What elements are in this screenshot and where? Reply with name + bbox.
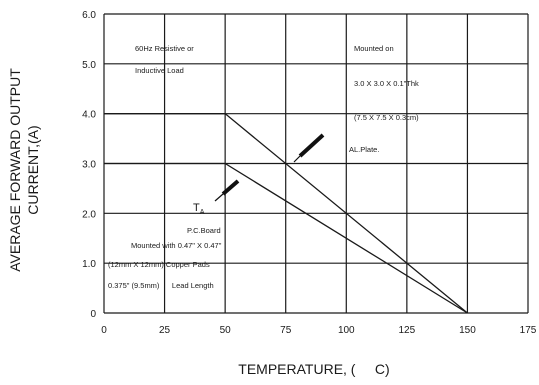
callout-arrows — [214, 133, 325, 202]
al-plate-arrow — [298, 133, 325, 158]
y-axis-label-line1: AVERAGE FORWARD OUTPUT — [7, 68, 23, 272]
mount-note-line4: AL.Plate. — [349, 145, 379, 154]
x-tick-label: 50 — [220, 325, 232, 336]
load-note-line2: Inductive Load — [135, 66, 184, 75]
y-tick-label: 4.0 — [82, 110, 96, 121]
ta-label: TA — [193, 202, 205, 216]
pcb-note-line1: P.C.Board — [187, 226, 221, 235]
pc-board-arrow — [221, 179, 240, 196]
y-tick-label: 6.0 — [82, 10, 96, 21]
x-tick-label: 125 — [399, 325, 416, 336]
mount-note-line3: (7.5 X 7.5 X 0.3cm) — [354, 113, 419, 122]
ta-label-main: T — [193, 202, 200, 214]
y-tick-label: 0 — [90, 309, 96, 320]
y-tick-label: 1.0 — [82, 259, 96, 270]
derating-curves — [104, 113, 468, 314]
pcb-note-line2: Mounted with 0.47" X 0.47" — [131, 241, 222, 250]
x-tick-label: 25 — [159, 325, 171, 336]
mount-note-line1: Mounted on — [354, 44, 394, 53]
ta-label-sub: A — [200, 209, 205, 216]
x-tick-label: 150 — [459, 325, 476, 336]
mount-note-line2: 3.0 X 3.0 X 0.1"Thk — [354, 79, 419, 88]
load-note-line1: 60Hz Resistive or — [135, 44, 194, 53]
curve-al-plate — [104, 113, 468, 314]
y-tick-labels: 0 1.0 2.0 3.0 4.0 5.0 6.0 — [82, 10, 96, 320]
x-tick-label: 0 — [101, 325, 107, 336]
x-tick-label: 175 — [520, 325, 537, 336]
pcb-note-line4: 0.375" (9.5mm) Lead Length — [108, 281, 214, 290]
x-tick-label: 75 — [280, 325, 292, 336]
curve-pc-board — [104, 162, 468, 314]
y-tick-label: 3.0 — [82, 160, 96, 171]
x-axis-label: TEMPERATURE, ( C) — [238, 361, 389, 377]
pcb-note-line3: (12mm X 12mm) Copper Pads — [108, 260, 210, 269]
y-tick-label: 2.0 — [82, 209, 96, 220]
pc-board-arrow-tip — [214, 193, 224, 202]
y-tick-label: 5.0 — [82, 60, 96, 71]
x-tick-label: 100 — [338, 325, 355, 336]
x-tick-labels: 0 25 50 75 100 125 150 175 — [101, 325, 537, 336]
al-plate-arrow-tip — [293, 155, 301, 163]
y-axis-label-line2: CURRENT,(A) — [25, 125, 41, 214]
